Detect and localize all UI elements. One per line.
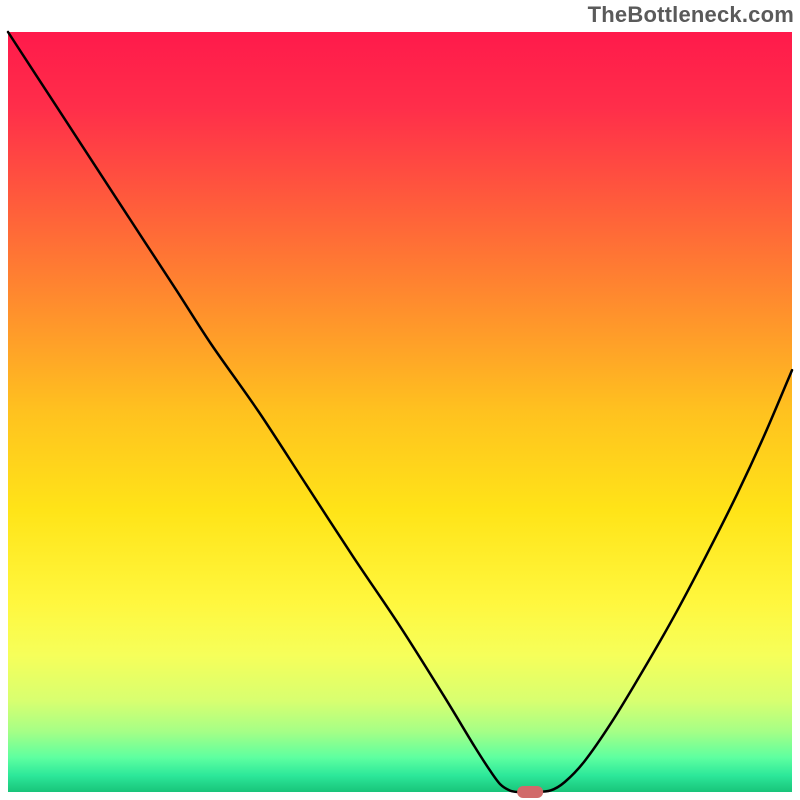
chart-root: TheBottleneck.com [0,0,800,800]
watermark-label: TheBottleneck.com [588,2,794,28]
optimal-point-marker [517,786,543,798]
gradient-background [8,32,792,792]
bottleneck-chart [0,0,800,800]
